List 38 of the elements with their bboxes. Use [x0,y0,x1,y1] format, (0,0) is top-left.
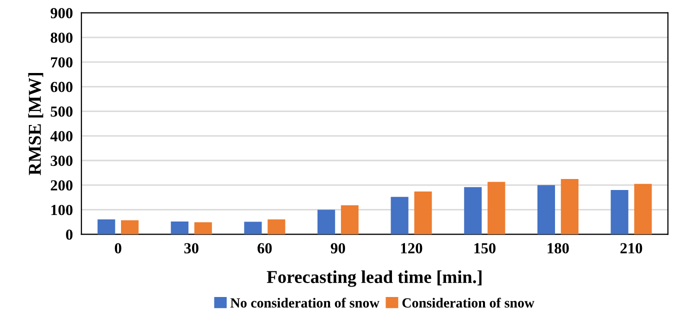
x-tick-label: 180 [548,243,569,254]
y-tick-label: 200 [50,180,73,191]
x-tick-label: 150 [474,243,496,254]
bar [488,182,506,234]
x-tick-label: 210 [620,243,642,254]
x-tick-label: 30 [184,243,198,254]
bar [268,219,286,234]
legend-label: No consideration of snow [230,298,380,308]
bar [98,219,116,234]
bar [340,205,359,234]
bar [634,184,652,234]
y-tick-label: 300 [50,156,73,166]
y-axis-title: RMSE [MW] [28,73,44,176]
bar [244,222,262,234]
y-tick-label: 600 [50,82,73,92]
bar [610,190,628,234]
bar [390,196,408,234]
bar [121,220,139,234]
y-tick-label: 0 [66,229,73,240]
bar [317,210,336,234]
y-tick-label: 900 [50,8,73,18]
y-tick-label: 500 [50,106,73,117]
x-axis-title: Forecasting lead time [min.] [266,270,482,287]
x-tick-label: 0 [114,243,122,254]
y-tick-label: 400 [50,131,73,142]
y-tick-label: 800 [50,32,73,43]
bar [170,222,188,234]
y-tick-label: 100 [51,204,73,216]
bar [537,185,556,234]
legend-label: Consideration of snow [402,298,534,308]
x-tick-label: 60 [258,243,272,254]
bar [414,192,432,234]
y-tick-label: 700 [51,57,73,68]
x-tick-label: 90 [330,243,346,254]
bar [560,178,578,234]
x-tick-label: 120 [401,243,422,254]
bar [464,187,482,234]
bar [194,222,212,234]
